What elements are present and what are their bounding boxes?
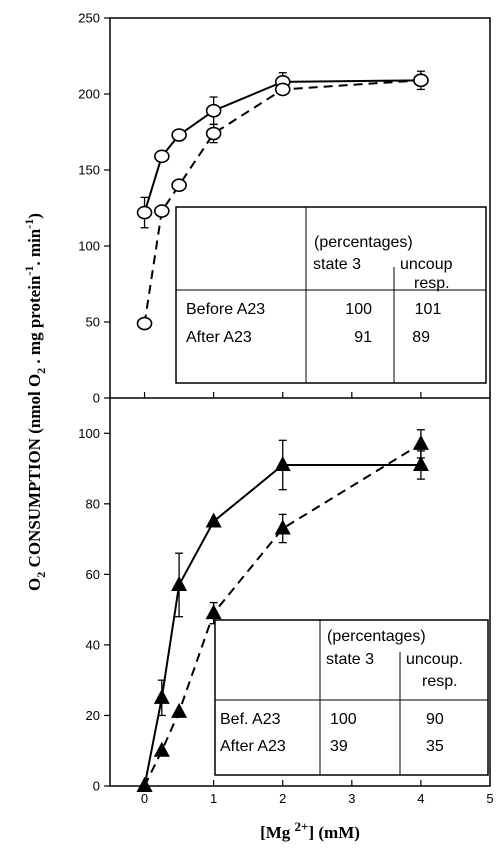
data-point-triangle — [136, 777, 153, 792]
table-top-col2-line1: uncoup — [400, 256, 453, 273]
data-point-circle — [154, 204, 170, 218]
table-bottom-header: (percentages) — [327, 628, 426, 645]
x-axis-title: [Mg 2+] (mM) — [260, 819, 360, 842]
y-tick-label: 60 — [86, 567, 100, 582]
table-top-row1-label: Before A23 — [186, 301, 265, 318]
table-bottom-row1-v1: 100 — [330, 711, 357, 728]
y-tick-label: 20 — [86, 708, 100, 723]
table-bottom-box — [214, 619, 489, 776]
table-top-row1-v1: 100 — [345, 301, 372, 318]
y-tick-label: 80 — [86, 496, 100, 511]
table-top-row2-label: After A23 — [186, 329, 252, 346]
markers-layer — [136, 70, 429, 792]
x-tick-label: 0 — [141, 791, 148, 806]
data-point-triangle — [171, 575, 188, 591]
y-tick-label: 0 — [93, 391, 100, 406]
x-tick-label: 4 — [417, 791, 424, 806]
ticks-layer: 0 50 100 150 200 250 0 20 40 60 80 100 0 1 2 3 4 5 — [78, 11, 493, 807]
data-point-triangle — [274, 519, 291, 535]
table-top-row2-v2: 89 — [412, 329, 430, 346]
table-bottom-col2-line1: uncoup. — [406, 651, 463, 668]
y-tick-label: 100 — [78, 426, 100, 441]
x-tick-label: 2 — [279, 791, 286, 806]
y-axis-title: O2 CONSUMPTION (nmol O2 . mg protein-1. … — [22, 213, 48, 591]
table-top: (percentages) state 3 uncoup resp. Befor… — [175, 206, 487, 384]
y-tick-label: 150 — [78, 163, 100, 178]
table-top-row2-v1: 91 — [354, 329, 372, 346]
table-bottom: (percentages) state 3 uncoup. resp. Bef.… — [214, 619, 489, 776]
data-point-triangle — [274, 456, 291, 472]
table-top-col1: state 3 — [313, 256, 361, 273]
y-tick-label: 40 — [86, 637, 100, 652]
table-bottom-row2-v2: 35 — [426, 738, 444, 755]
table-bottom-col1: state 3 — [326, 651, 374, 668]
data-point-circle — [205, 126, 222, 141]
data-point-triangle — [205, 604, 222, 620]
data-point-circle — [136, 205, 153, 220]
table-bottom-row2-label: After A23 — [220, 738, 286, 755]
x-tick-label: 1 — [210, 791, 217, 806]
solid-series-line — [143, 79, 421, 213]
data-point-circle — [274, 82, 291, 97]
data-point-triangle — [153, 741, 170, 757]
data-point-triangle — [205, 512, 222, 528]
data-point-triangle — [153, 688, 170, 704]
table-bottom-row2-v1: 39 — [330, 738, 348, 755]
table-bottom-row1-v2: 90 — [426, 711, 444, 728]
data-point-circle — [171, 178, 187, 192]
dashed-series-line — [143, 79, 421, 324]
y-tick-label: 50 — [86, 315, 100, 330]
table-top-col2-line2: resp. — [414, 275, 450, 292]
table-top-header: (percentages) — [314, 234, 413, 251]
solid-series-line — [143, 464, 421, 787]
data-point-triangle — [412, 456, 429, 472]
table-bottom-row1-label: Bef. A23 — [220, 711, 281, 728]
x-tick-label: 5 — [486, 791, 493, 806]
table-top-row1-v2: 101 — [415, 301, 442, 318]
y-tick-label: 250 — [78, 11, 100, 26]
y-tick-label: 100 — [78, 239, 100, 254]
y-tick-label: 0 — [93, 779, 100, 794]
data-point-circle — [413, 73, 429, 88]
x-tick-label: 3 — [348, 791, 355, 806]
data-point-circle — [205, 103, 222, 118]
y-tick-label: 200 — [78, 87, 100, 102]
data-point-circle — [154, 149, 170, 164]
data-point-triangle — [412, 434, 429, 450]
data-point-circle — [136, 316, 153, 331]
table-top-box — [175, 206, 487, 384]
data-point-circle — [171, 128, 187, 142]
table-bottom-col2-line2: resp. — [422, 673, 458, 690]
data-point-triangle — [171, 702, 188, 718]
plot-frame — [109, 17, 491, 787]
